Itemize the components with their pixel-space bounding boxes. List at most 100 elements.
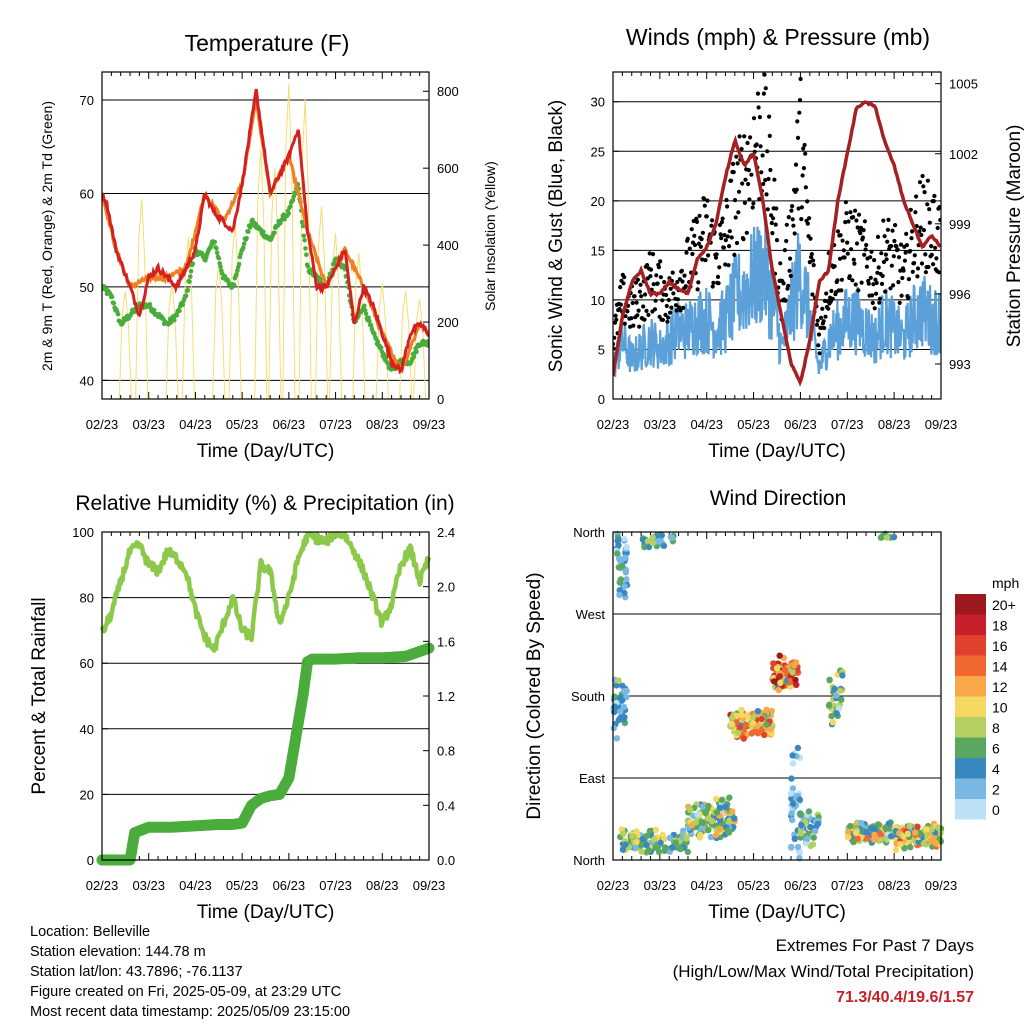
- dewpoint-point: [231, 282, 237, 288]
- y2-tick-label: 400: [437, 238, 459, 253]
- gust-point: [636, 308, 641, 313]
- gust-point: [654, 273, 659, 278]
- wind-direction-point: [659, 831, 666, 839]
- wind-direction-point: [804, 835, 811, 842]
- gust-point: [906, 277, 912, 282]
- wind-direction-point: [754, 730, 762, 737]
- colorbar-swatch: [955, 737, 986, 758]
- gust-point: [761, 181, 766, 187]
- gust-point: [782, 248, 788, 253]
- wind-direction-point: [871, 825, 878, 833]
- wind-direction-point: [829, 719, 837, 726]
- wind-direction-point: [677, 845, 684, 853]
- gust-point: [839, 288, 844, 293]
- wind-direction-point: [914, 823, 921, 830]
- wind-direction-point: [749, 714, 757, 721]
- y2-axis-label: Station Pressure (Maroon): [1004, 125, 1024, 348]
- colorbar-label: 4: [992, 761, 1000, 777]
- gust-point: [683, 284, 688, 289]
- y-tick-label: North: [573, 853, 605, 868]
- dewpoint-point: [185, 287, 191, 293]
- wind-direction-point: [831, 685, 838, 693]
- x-tick-label: 09/23: [413, 417, 446, 432]
- wind-direction-point: [789, 752, 796, 759]
- chart-title: Temperature (F): [185, 30, 350, 56]
- y-tick-label: 0: [598, 392, 605, 407]
- gust-point: [815, 318, 820, 323]
- dewpoint-point: [411, 354, 417, 359]
- gust-point: [909, 236, 914, 241]
- gust-point: [918, 225, 923, 230]
- station-info: Location: Belleville Station elevation: …: [30, 922, 350, 1022]
- gust-point: [885, 239, 890, 244]
- dewpoint-point: [187, 279, 192, 285]
- gust-point: [845, 240, 850, 245]
- gust-point: [927, 207, 932, 212]
- wind-direction-point: [615, 536, 622, 544]
- x-tick-label: 05/23: [737, 417, 770, 432]
- wind-direction-point: [728, 714, 736, 721]
- wind-direction-point: [857, 819, 865, 827]
- y-tick-label: 20: [591, 194, 605, 209]
- gust-point: [809, 252, 814, 257]
- wind-direction-point: [699, 803, 707, 810]
- gust-point: [922, 190, 927, 195]
- gust-point: [714, 252, 719, 257]
- wind-direction-point: [935, 824, 942, 831]
- wind-direction-point: [811, 828, 819, 835]
- gust-point: [788, 273, 793, 278]
- gust-point: [902, 258, 908, 263]
- wind-direction-point: [796, 796, 803, 803]
- wind-direction-point: [708, 817, 716, 825]
- gust-point: [923, 252, 928, 257]
- wind-direction-point: [787, 790, 795, 797]
- wind-direction-point: [619, 846, 627, 853]
- solar-insolation-spike: [212, 264, 226, 399]
- gust-point: [871, 282, 876, 287]
- y-tick-label: 40: [80, 373, 94, 388]
- gust-point: [737, 134, 742, 139]
- y2-tick-label: 1.6: [437, 634, 455, 649]
- x-tick-label: 07/23: [319, 878, 352, 893]
- dewpoint-point: [246, 229, 251, 235]
- gust-point: [849, 247, 854, 252]
- x-tick-label: 02/23: [597, 417, 630, 432]
- wind-direction-point: [907, 844, 914, 851]
- gust-point: [899, 293, 904, 298]
- wind-direction-point: [767, 726, 775, 733]
- pressure-line: [613, 100, 941, 387]
- gust-point: [614, 317, 619, 322]
- solar-insolation-spike: [228, 221, 242, 399]
- gust-point: [664, 303, 669, 309]
- gust-point: [618, 302, 624, 307]
- wind-direction-point: [912, 829, 919, 836]
- wind-direction-point: [649, 534, 656, 541]
- gust-point: [877, 300, 882, 305]
- gust-point: [882, 234, 887, 239]
- dewpoint-point: [183, 293, 189, 299]
- gust-point: [671, 291, 676, 296]
- plot-frame: [101, 71, 430, 400]
- gust-point: [908, 248, 913, 254]
- y-tick-label: 70: [80, 93, 94, 108]
- y2-tick-label: 1005: [949, 77, 978, 92]
- chart-title: Winds (mph) & Pressure (mb): [626, 24, 930, 50]
- gust-point: [786, 283, 791, 288]
- wind-direction-point: [854, 835, 861, 842]
- gust-point: [856, 288, 861, 293]
- gust-point: [929, 244, 934, 249]
- wind-direction-point: [621, 583, 628, 590]
- gust-point: [883, 252, 889, 257]
- colorbar-swatch: [955, 676, 986, 697]
- gust-point: [917, 180, 923, 185]
- wind-direction-point: [614, 550, 621, 557]
- x-tick-label: 07/23: [831, 417, 864, 432]
- solar-insolation-spike: [314, 206, 329, 399]
- gust-point: [901, 268, 906, 273]
- wind-direction-point: [876, 830, 884, 837]
- gust-point: [774, 206, 779, 211]
- colorbar-swatch: [955, 758, 986, 779]
- dewpoint-point: [290, 198, 296, 203]
- gust-point: [822, 325, 827, 331]
- gust-point: [757, 115, 763, 120]
